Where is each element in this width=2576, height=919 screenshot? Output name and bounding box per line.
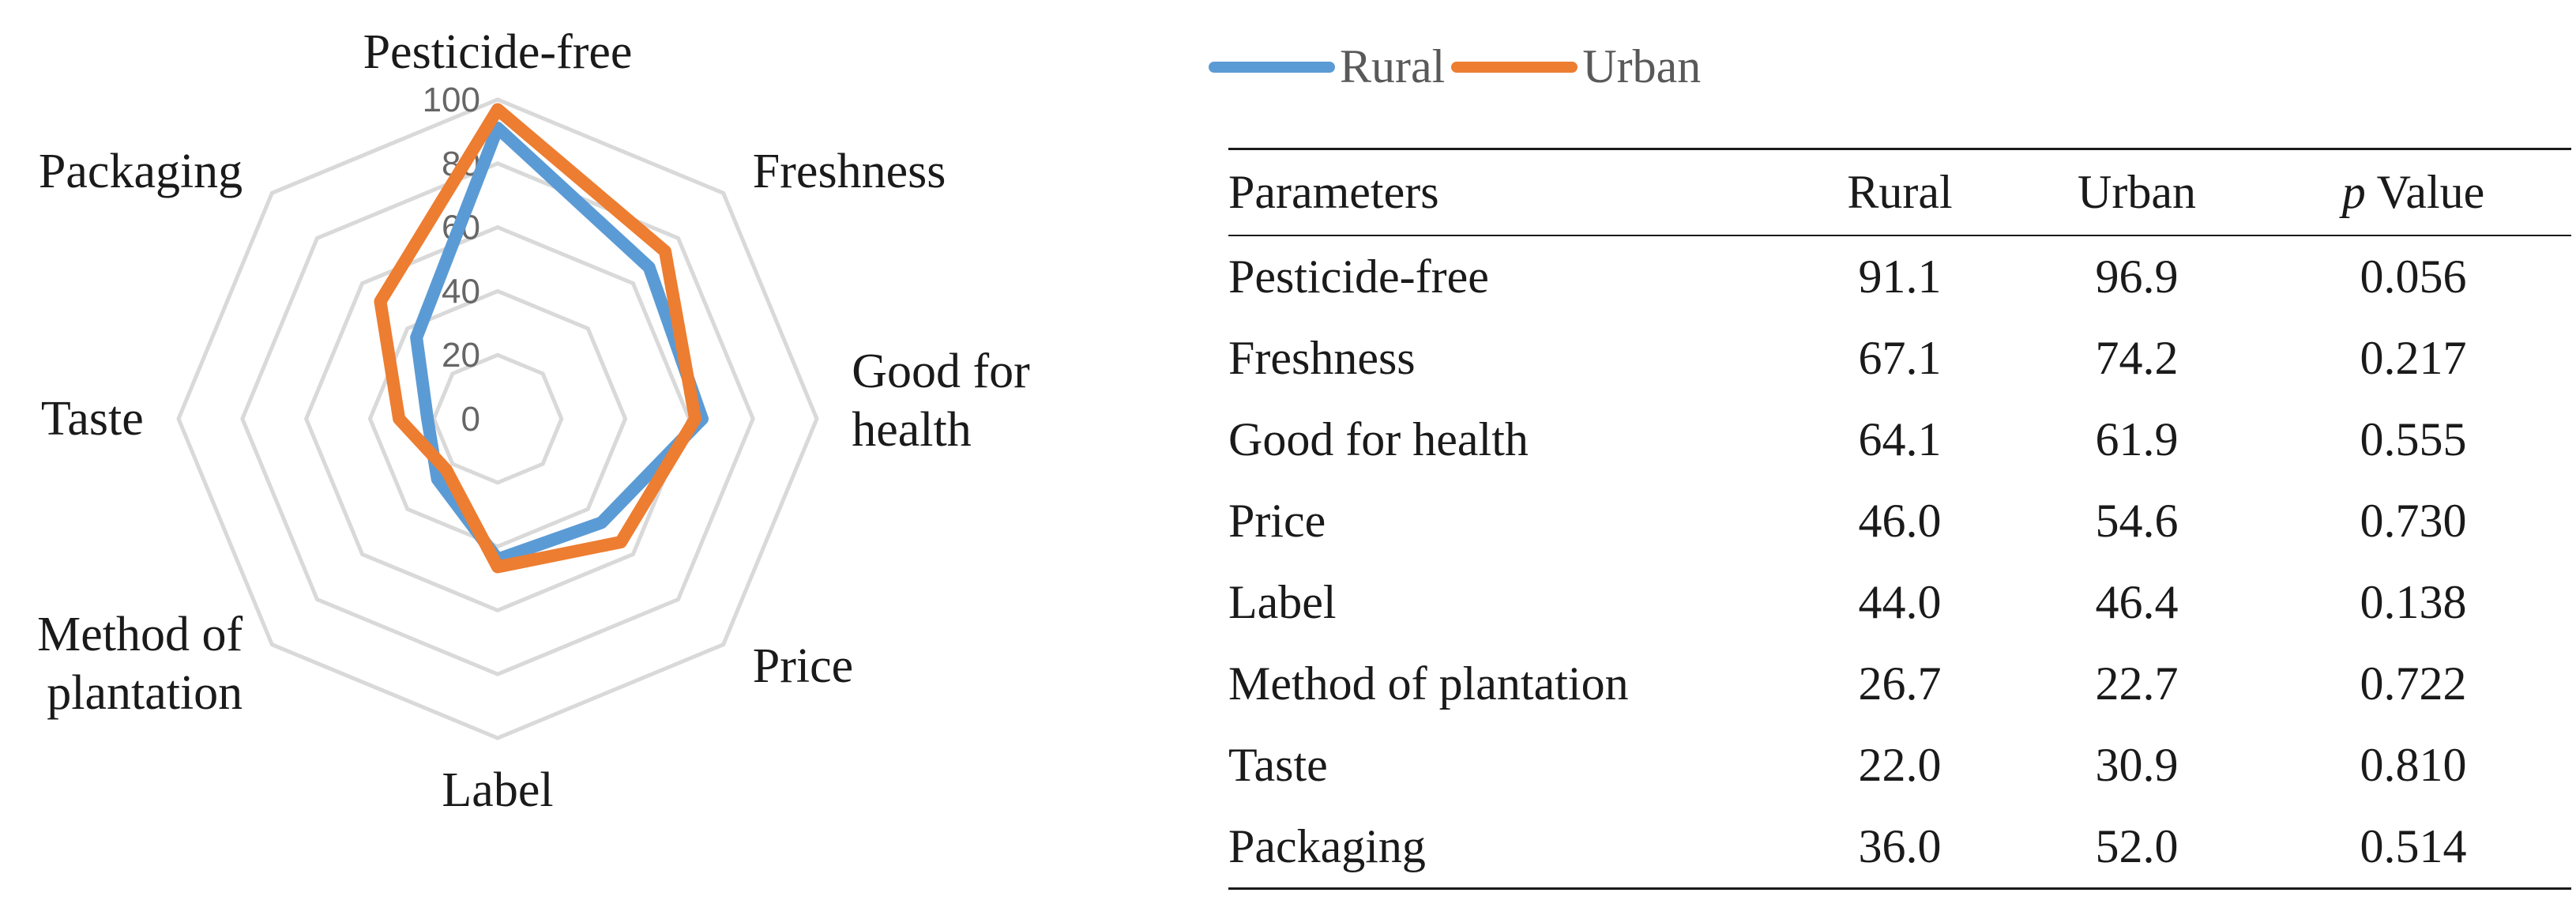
radar-axis-labels: Pesticide-free Freshness Good for health Pri… — [37, 25, 1030, 817]
cell-parameter: Method of plantation — [1228, 657, 1629, 710]
table-row: Price 46.0 54.6 0.730 — [1228, 480, 2571, 562]
axis-label-line: Method of — [37, 608, 243, 661]
series-line-urban — [374, 103, 702, 574]
cell-urban: 54.6 — [2095, 495, 2179, 547]
cell-rural: 46.0 — [1858, 495, 1942, 547]
table-row: Good for health 64.1 61.9 0.555 — [1228, 399, 2571, 480]
table-row: Method of plantation 26.7 22.7 0.722 — [1228, 643, 2571, 725]
axis-label: Good for health — [852, 345, 1030, 457]
axis-label: Packaging — [39, 145, 243, 198]
axis-label-line: Taste — [41, 392, 144, 446]
table-body: Pesticide-free 91.1 96.9 0.056 Freshness 67.1… — [1228, 235, 2571, 889]
cell-p-value: 0.810 — [2360, 739, 2467, 791]
axis-label-line: Pesticide-free — [363, 25, 633, 79]
header-parameters: Parameters — [1228, 166, 1439, 218]
cell-p-value: 0.138 — [2360, 576, 2467, 628]
axis-label: Label — [442, 763, 553, 817]
tick-label: 40 — [442, 272, 480, 311]
tick-label: 100 — [423, 81, 480, 119]
cell-p-value: 0.514 — [2360, 820, 2467, 872]
axis-label-line: Price — [753, 639, 853, 693]
table-header-row: Parameters Rural Urban p Value — [1228, 149, 2571, 236]
cell-parameter: Label — [1228, 576, 1337, 628]
cell-parameter: Freshness — [1228, 332, 1416, 384]
table-row: Packaging 36.0 52.0 0.514 — [1228, 806, 2571, 889]
cell-parameter: Packaging — [1228, 820, 1426, 872]
cell-parameter: Price — [1228, 495, 1326, 547]
cell-urban: 96.9 — [2095, 250, 2179, 303]
axis-label: Freshness — [753, 145, 946, 198]
results-table: Parameters Rural Urban p Value Pesticide… — [1228, 148, 2571, 890]
gridline-ring — [431, 352, 564, 485]
header-urban: Urban — [2078, 166, 2196, 218]
cell-urban: 61.9 — [2095, 413, 2179, 465]
chart-legend: Rural Urban — [1209, 40, 1701, 94]
axis-label: Taste — [41, 392, 144, 446]
legend-swatch-urban — [1451, 61, 1578, 73]
header-p-value: p Value — [2255, 149, 2571, 236]
axis-label-line: Good for — [852, 345, 1030, 398]
axis-label-line: plantation — [47, 666, 243, 720]
cell-rural: 64.1 — [1858, 413, 1942, 465]
legend-item-urban: Urban — [1451, 40, 1701, 94]
cell-rural: 26.7 — [1858, 657, 1942, 710]
gridline-ring — [303, 224, 692, 613]
cell-rural: 36.0 — [1858, 820, 1942, 872]
cell-p-value: 0.555 — [2360, 413, 2467, 465]
axis-label: Pesticide-free — [363, 25, 633, 79]
cell-parameter: Taste — [1228, 739, 1328, 791]
cell-p-value: 0.730 — [2360, 495, 2467, 547]
axis-label: Price — [753, 639, 853, 693]
table-row: Label 44.0 46.4 0.138 — [1228, 562, 2571, 643]
cell-parameter: Good for health — [1228, 413, 1529, 465]
legend-item-rural: Rural — [1209, 40, 1445, 94]
tick-label: 20 — [442, 336, 480, 375]
axis-label-line: Packaging — [39, 145, 243, 198]
cell-p-value: 0.056 — [2360, 250, 2467, 303]
p-letter: p — [2341, 166, 2366, 218]
cell-rural: 67.1 — [1858, 332, 1942, 384]
cell-urban: 46.4 — [2095, 576, 2179, 628]
table-row: Taste 22.0 30.9 0.810 — [1228, 725, 2571, 806]
cell-urban: 30.9 — [2095, 739, 2179, 791]
gridline-ring — [176, 97, 819, 740]
cell-urban: 52.0 — [2095, 820, 2179, 872]
table-row: Pesticide-free 91.1 96.9 0.056 — [1228, 235, 2571, 318]
table-row: Freshness 67.1 74.2 0.217 — [1228, 318, 2571, 399]
axis-label-line: Freshness — [753, 145, 946, 198]
cell-rural: 91.1 — [1858, 250, 1942, 303]
cell-urban: 22.7 — [2095, 657, 2179, 710]
legend-swatch-rural — [1209, 61, 1335, 73]
cell-rural: 44.0 — [1858, 576, 1942, 628]
radar-grid — [176, 97, 819, 740]
legend-label-rural: Rural — [1340, 40, 1446, 92]
cell-p-value: 0.217 — [2360, 332, 2467, 384]
cell-parameter: Pesticide-free — [1228, 250, 1489, 303]
axis-label-line: Label — [442, 763, 553, 817]
value-word: Value — [2376, 166, 2485, 218]
tick-label: 0 — [461, 400, 480, 439]
axis-label-line: health — [852, 403, 972, 457]
cell-rural: 22.0 — [1858, 739, 1942, 791]
gridline-ring — [240, 161, 755, 676]
cell-p-value: 0.722 — [2360, 657, 2467, 710]
radar-series — [374, 103, 709, 574]
axis-label: Method of plantation — [37, 608, 243, 720]
legend-label-urban: Urban — [1582, 40, 1702, 92]
header-rural: Rural — [1847, 166, 1953, 218]
cell-urban: 74.2 — [2095, 332, 2179, 384]
gridline-ring — [367, 288, 628, 549]
